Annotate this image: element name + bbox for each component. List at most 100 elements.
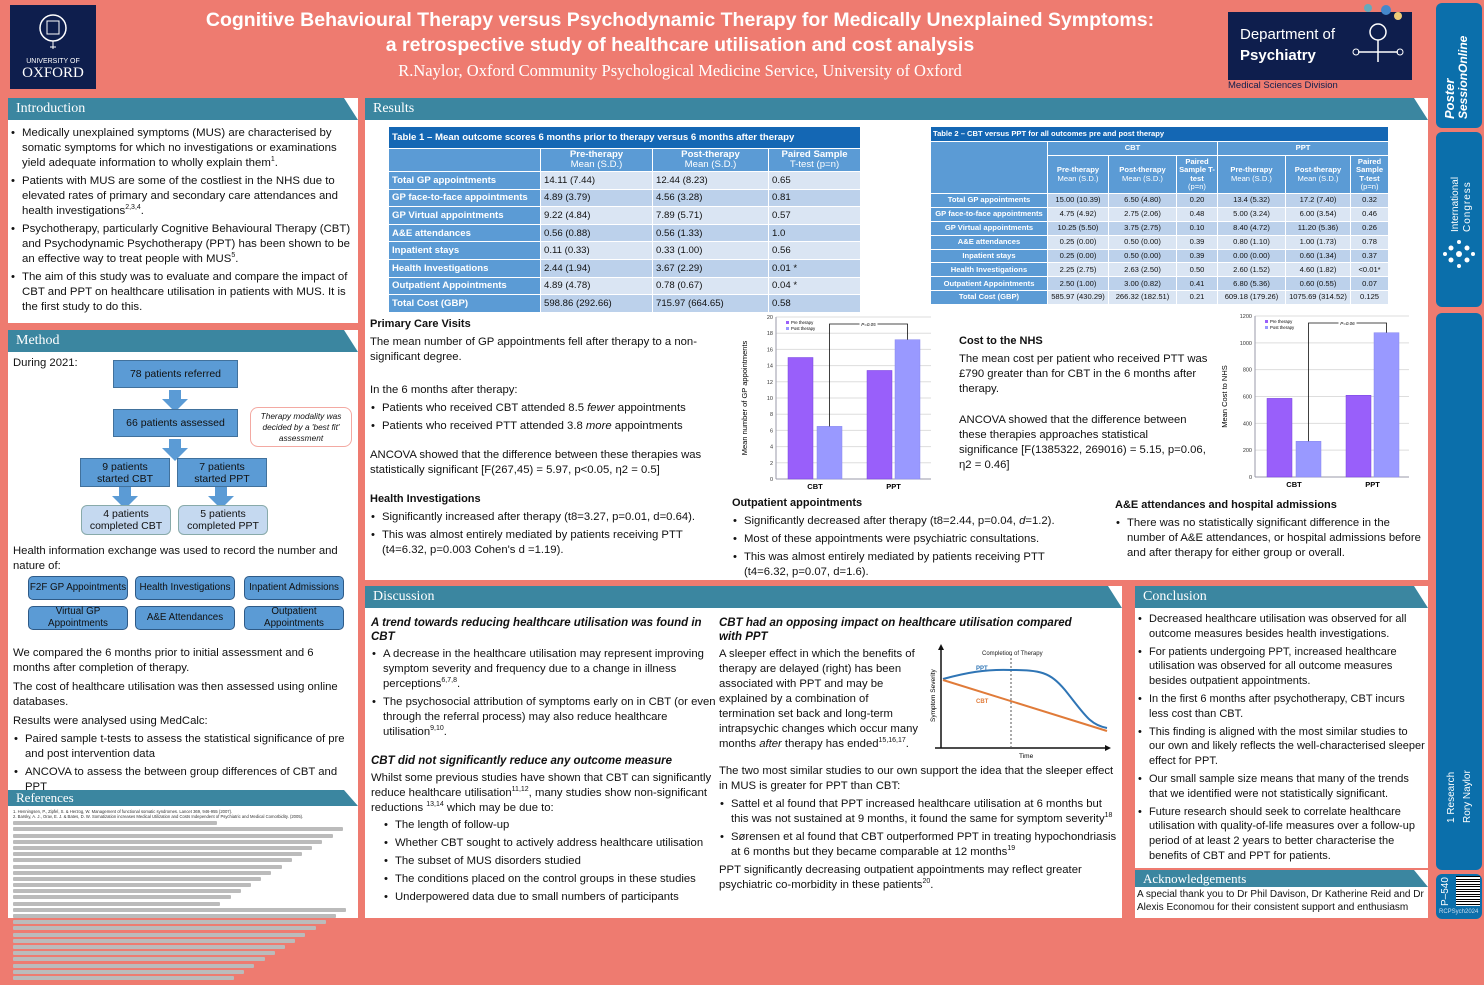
ae-section: A&E attendances and hospital admissions … [1115,498,1425,564]
table-cell: 0.41 [1176,276,1218,292]
text-segment: The aim of this study was to evaluate an… [22,271,348,313]
table-header-empty [388,148,541,172]
y-tick-label: 4 [770,445,773,451]
health-investigations-list: Significantly increased after therapy (t… [370,510,720,558]
table-row: GP face-to-face appointments 4.75 (4.92) 2… [930,206,1390,222]
reference-item: 1. Henningsen, P., Zipfel, S. & Herzog, … [13,809,233,814]
list-item: This was almost entirely mediated by pat… [732,550,1072,580]
table-cell: 0.78 [1349,234,1390,250]
row-label: GP Virtual appointments [388,206,541,225]
citation-superscript: 1 [270,156,275,164]
list-item: There was no statistically significant d… [1115,516,1425,561]
text-segment: which may be due to: [443,802,554,814]
reference-line [13,914,336,918]
method-comparison-text: We compared the 6 months prior to initia… [13,647,314,674]
table-row: Outpatient Appointments 4.89 (4.78) 0.78 (… [388,276,862,296]
text-segment: appointments [614,402,686,414]
department-division: Medical Sciences Division [1228,80,1338,91]
table-row: Outpatient Appointments 2.50 (1.00) 3.00 (… [930,276,1390,292]
y-tick-label: 12 [767,380,773,386]
header-title: Post-therapy [1294,165,1342,174]
header-title: Pre-therapy [1230,165,1273,174]
row-label: Outpatient Appointments [388,276,541,296]
citation-superscript: 2,3,4 [125,204,141,212]
table-cell: 585.97 (430.29) [1047,290,1109,306]
text-segment: . [456,678,461,690]
header-title: Pre-therapy [569,149,624,160]
list-item: Most of these appointments were psychiat… [732,532,1072,547]
table-cell: 0.01 * [767,258,862,278]
list-item: Patients with MUS are some of the costli… [10,174,354,219]
text-segment: after [759,738,782,750]
table-row: GP face-to-face appointments 4.89 (3.79) 4… [388,188,862,208]
significance-label: P=0.06 [1340,321,1355,326]
table-cell: 8.40 (4.72) [1217,220,1286,236]
discussion-p2: Whilst some previous studies have shown … [371,771,716,816]
table-cell: 10.25 (5.50) [1047,220,1109,236]
row-label: GP Virtual appointments [930,220,1048,236]
table-cell: 1.0 [767,223,862,243]
table-row: Inpatient stays 0.25 (0.00) 0.50 (0.00) 0.3… [930,248,1390,264]
discussion-p5: PPT significantly decreasing outpatient … [719,863,1119,893]
row-label: Total Cost (GBP) [930,290,1048,306]
reference-line [13,839,323,844]
event-code: RCPSych2024 [1439,909,1479,915]
legend-swatch [786,321,789,324]
poster-id: P–540 [1440,877,1451,906]
y-axis-label: Mean number of GP appointments [740,340,749,455]
y-tick-label: 10 [767,396,773,402]
row-label: A&E attendances [930,234,1048,250]
discussion-heading-3: CBT had an opposing impact on healthcare… [719,617,1072,643]
cost-chart: 0 200 400 600 800 1000 1200 CBT PPT P=0.06 Pre the… [1220,314,1409,489]
table-cell: 0.04 * [767,276,862,296]
list-item: Sattel et al found that PPT increased he… [719,797,1119,827]
acknowledgements-panel: Acknowledgements A special thank you to … [1135,870,1428,918]
text-segment: fewer [587,402,615,414]
table-cell: 0.07 [1349,276,1390,292]
text-segment: more [585,420,612,432]
text-segment: Whilst some previous studies have shown … [371,772,712,799]
table-row: Total GP appointments 15.00 (10.39) 6.50 (… [930,193,1390,208]
legend-label: Post therapy [1270,325,1295,330]
list-item: The length of follow-up [383,818,716,833]
time-label: Time [1019,753,1034,760]
table-2: Table 2 – CBT versus PPT for all outcome… [929,126,1390,306]
measure-chip: Outpatient Appointments [244,606,344,630]
text-segment: PPT significantly decreasing outpatient … [719,864,1082,891]
flow-note: Therapy modality was decided by a 'best … [250,407,352,447]
list-item: Future research should seek to correlate… [1137,805,1426,864]
header-subtitle: T-test (p=n) [789,159,840,170]
list-item: Our small sample size means that many of… [1137,772,1426,802]
text-segment: Patients who received CBT attended 8.5 [382,402,588,414]
flow-completed-ppt: 5 patients completed PPT [178,505,268,535]
row-label: Outpatient Appointments [930,276,1048,292]
outpatient-list: Significantly decreased after therapy (t… [732,514,1072,580]
table-cell: 14.11 (7.44) [540,171,653,190]
table-2-group-cbt: CBT [1047,141,1218,156]
list-item: The conditions placed on the control gro… [383,872,716,887]
discussion-heading-2: CBT did not significantly reduce any out… [371,755,672,767]
table-cell: 0.25 (0.00) [1047,248,1109,264]
poster-category: 1 Research [1446,771,1457,823]
table-cell: 5.00 (3.24) [1217,206,1286,222]
annotation-bg [1338,320,1357,326]
primary-care-p1: The mean number of GP appointments fell … [370,336,697,363]
text-segment: . [905,738,909,750]
table-cell: 0.78 (0.67) [652,276,769,296]
table-cell: <0.01* [1349,262,1390,278]
legend-swatch [1265,320,1268,323]
table-cell: 3.00 (0.82) [1108,276,1177,292]
header-title: Post-therapy [1119,165,1166,174]
list-item: Patients who received PTT attended 3.8 m… [370,419,720,434]
table-cell: 9.22 (4.84) [540,206,653,225]
reference-item: 2. Barsky, A. J., Orav, E. J. & Bates, D… [13,814,304,819]
table-cell: 11.20 (5.36) [1285,220,1351,236]
table-cell: 0.48 [1176,206,1218,222]
table-row: Total Cost (GBP) 585.97 (430.29) 266.32 (1… [930,290,1390,306]
cost-heading: Cost to the NHS [959,335,1043,347]
results-heading: Results [365,98,1428,120]
method-hie-text: Health information exchange was used to … [13,545,338,572]
row-label: GP face-to-face appointments [930,206,1048,222]
table-cell: 2.50 (1.00) [1047,276,1109,292]
citation-superscript: 13,14 [426,801,444,809]
